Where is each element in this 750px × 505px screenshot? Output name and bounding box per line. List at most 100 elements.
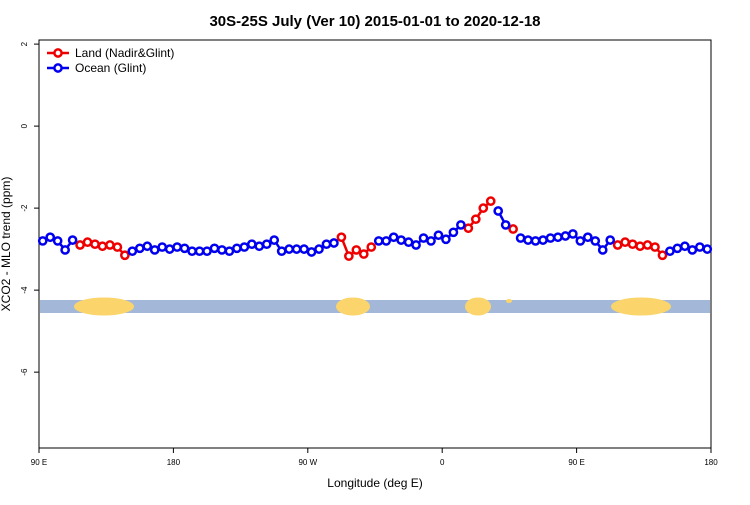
data-point — [261, 239, 272, 250]
data-point — [426, 236, 436, 246]
y-tick-label: 2 — [20, 41, 29, 46]
data-point — [209, 243, 220, 254]
data-point — [381, 236, 392, 246]
data-point — [299, 244, 309, 254]
data-point — [508, 224, 518, 234]
data-point — [179, 243, 190, 254]
data-point — [127, 246, 138, 257]
data-point — [523, 235, 533, 245]
data-point — [75, 240, 85, 250]
x-axis-label: Longitude (deg E) — [327, 476, 422, 490]
data-point — [37, 236, 48, 246]
data-point — [60, 245, 70, 255]
data-point — [635, 241, 645, 252]
data-point — [493, 206, 504, 216]
data-point — [448, 227, 459, 238]
legend-marker — [53, 63, 63, 73]
data-point — [314, 244, 324, 254]
series-line — [467, 200, 492, 230]
data-point — [411, 240, 421, 250]
data-point — [545, 233, 556, 243]
data-point — [694, 242, 705, 252]
y-tick-label: -6 — [20, 368, 29, 376]
data-point — [329, 238, 339, 248]
data-point — [657, 250, 668, 261]
data-point — [112, 242, 123, 252]
data-point — [134, 243, 145, 254]
data-point — [232, 243, 242, 254]
data-point — [142, 241, 153, 252]
data-point — [52, 236, 63, 246]
data-point — [306, 247, 317, 257]
data-point — [597, 245, 608, 255]
data-point — [67, 235, 78, 245]
data-point — [642, 240, 653, 250]
data-point — [254, 241, 265, 252]
x-tick-label: 90 E — [568, 458, 584, 467]
ocean-band — [40, 300, 710, 313]
data-point — [90, 239, 100, 250]
data-point — [120, 250, 130, 261]
data-point — [590, 236, 601, 246]
land-patch — [506, 299, 512, 303]
data-point — [321, 239, 332, 250]
x-tick-label: 180 — [704, 458, 718, 467]
data-point — [575, 236, 586, 246]
data-point — [157, 242, 168, 252]
data-point — [456, 220, 466, 230]
land-patch — [74, 297, 134, 316]
data-point — [396, 235, 406, 245]
data-point — [284, 244, 294, 254]
data-point — [665, 246, 675, 257]
y-axis-label: XCO2 - MLO trend (ppm) — [0, 177, 13, 312]
data-point — [336, 232, 347, 243]
data-point — [515, 233, 526, 243]
data-point — [627, 239, 638, 250]
data-point — [45, 232, 56, 243]
data-point — [82, 237, 93, 248]
data-point — [217, 245, 227, 255]
data-point — [239, 242, 250, 252]
data-point — [172, 242, 182, 252]
legend-marker — [53, 48, 63, 58]
data-point — [187, 246, 197, 257]
surface-band — [40, 297, 710, 316]
y-tick-label: -2 — [20, 204, 29, 212]
data-point — [538, 235, 548, 245]
data-point — [344, 251, 354, 261]
x-tick-label: 90 W — [298, 458, 317, 467]
data-point — [463, 223, 474, 234]
legend-label: Ocean (Glint) — [75, 61, 146, 75]
data-point — [433, 230, 444, 241]
land-patch — [336, 297, 370, 316]
data-point — [202, 246, 212, 257]
data-point — [276, 246, 287, 257]
data-point — [582, 232, 593, 243]
data-point — [366, 242, 377, 252]
data-point — [373, 236, 384, 246]
data-point — [687, 245, 698, 255]
data-point — [224, 246, 235, 257]
data-point — [650, 242, 660, 252]
data-point — [680, 241, 690, 252]
data-point — [560, 231, 571, 241]
data-point — [388, 232, 399, 243]
x-tick-label: 0 — [440, 458, 445, 467]
data-point — [291, 244, 302, 254]
x-tick-label: 180 — [167, 458, 181, 467]
data-point — [500, 220, 511, 230]
data-point — [418, 233, 429, 243]
data-point — [194, 246, 205, 257]
land-patch — [465, 297, 491, 316]
data-point — [470, 214, 481, 225]
x-tick-label: 90 E — [31, 458, 47, 467]
data-point — [530, 236, 541, 246]
data-point — [351, 245, 362, 255]
data-point — [246, 239, 257, 250]
data-point — [403, 237, 414, 248]
data-point — [612, 240, 623, 250]
y-tick-label: -4 — [20, 286, 29, 294]
data-point — [553, 232, 563, 243]
data-point — [702, 244, 713, 254]
